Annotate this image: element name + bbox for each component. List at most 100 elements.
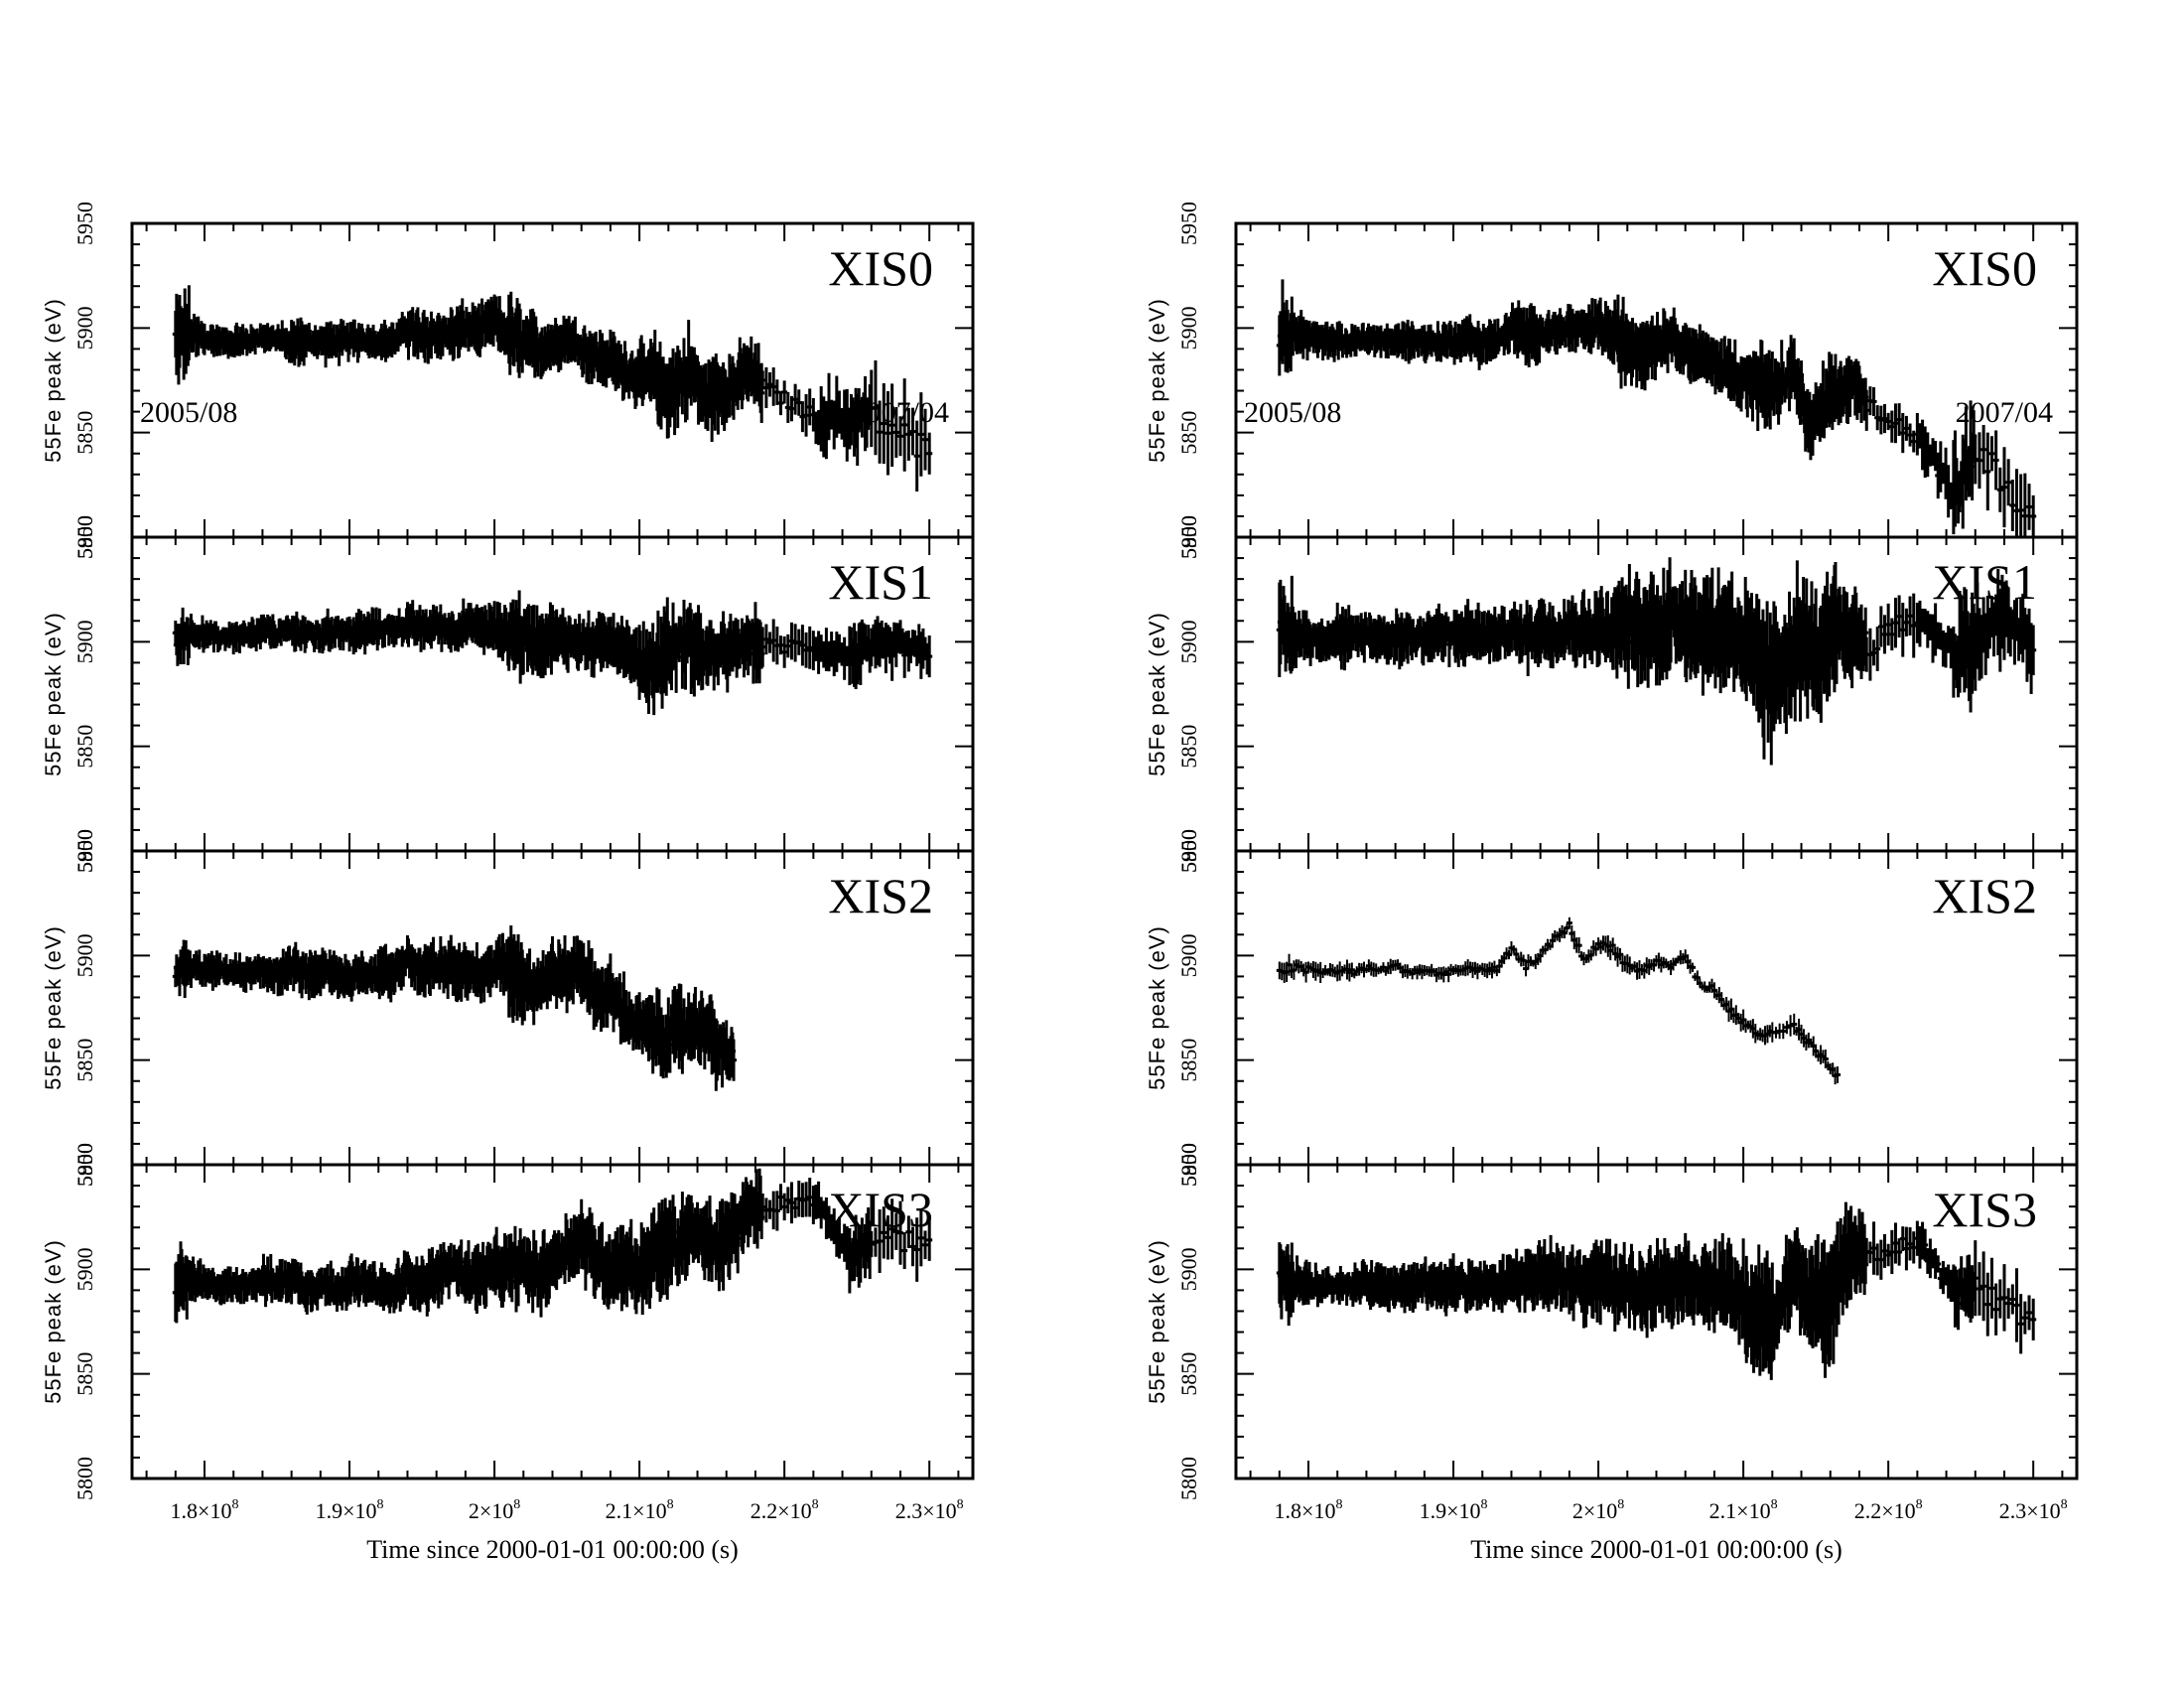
data-point (278, 634, 285, 638)
data-point (913, 454, 920, 458)
data-point (526, 970, 533, 974)
y-axis-label: 55Fe peak (eV) (41, 612, 66, 776)
data-point (684, 1234, 691, 1238)
data-point (653, 1019, 660, 1023)
data-point (926, 654, 933, 658)
data-point (781, 650, 788, 654)
data-point (859, 415, 866, 419)
data-point (856, 649, 863, 653)
data-point (680, 365, 687, 369)
data-point (676, 1025, 683, 1029)
data-point (565, 963, 572, 967)
data-point (530, 628, 537, 632)
data-point (340, 634, 346, 638)
data-point (680, 634, 687, 638)
data-point (826, 405, 833, 409)
data-point (792, 397, 799, 401)
data-point (867, 653, 874, 657)
data-point (677, 1021, 684, 1025)
data-point (549, 630, 556, 633)
data-series (172, 925, 738, 1091)
data-point (879, 637, 886, 641)
y-tick-label: 5850 (72, 1039, 97, 1082)
data-point (885, 431, 891, 435)
data-point (867, 403, 874, 407)
data-point (671, 1230, 678, 1234)
data-point (577, 343, 584, 347)
data-point (806, 405, 813, 409)
data-point (356, 979, 363, 983)
data-point (759, 645, 766, 649)
data-point (901, 423, 908, 427)
data-point (881, 422, 887, 426)
data-point (553, 1262, 560, 1266)
y-tick-label: 5950 (72, 515, 97, 559)
data-point (665, 402, 672, 406)
data-point (857, 412, 864, 416)
data-point (685, 1228, 692, 1232)
data-point (872, 406, 879, 410)
data-point (503, 336, 510, 340)
data-point (673, 656, 680, 660)
data-point (685, 1024, 692, 1028)
data-series (172, 590, 933, 716)
data-point (799, 643, 806, 647)
data-point (632, 649, 639, 653)
y-tick-label: 5800 (72, 1143, 97, 1187)
data-point (901, 653, 908, 657)
data-point (343, 983, 350, 987)
data-point (844, 423, 851, 427)
data-point (911, 641, 918, 645)
data-point (666, 1043, 673, 1047)
data-point (820, 425, 827, 429)
y-tick-label: 5900 (72, 933, 97, 977)
y-axis-label: 55Fe peak (eV) (41, 298, 66, 463)
data-point (640, 1257, 647, 1261)
data-point (922, 646, 929, 650)
data-point (469, 1280, 476, 1284)
data-point (676, 1253, 683, 1257)
data-point (627, 662, 634, 666)
data-point (684, 386, 691, 390)
data-point (725, 1051, 732, 1055)
data-point (831, 423, 838, 427)
data-point (770, 384, 777, 388)
data-point (885, 639, 891, 643)
data-point (680, 1025, 687, 1029)
data-point (857, 651, 864, 655)
data-point (714, 1234, 721, 1238)
data-point (892, 430, 899, 434)
data-point (862, 412, 869, 416)
panel-xis2-left: 5800 5850 5900 5950 55Fe peak (eV) XIS2 (41, 829, 975, 1187)
data-point (865, 412, 872, 416)
data-point (677, 633, 684, 637)
data-point (792, 640, 799, 644)
data-point (913, 648, 920, 652)
data-point (890, 637, 897, 641)
y-tick-label: 5950 (72, 1143, 97, 1187)
data-point (680, 1233, 687, 1237)
data-point (759, 378, 766, 382)
data-point (679, 655, 686, 659)
data-point (172, 631, 179, 634)
data-point (905, 432, 912, 436)
data-point (607, 981, 614, 985)
data-point (564, 983, 571, 987)
data-point (676, 376, 683, 380)
data-point (608, 352, 614, 356)
data-point (579, 1231, 586, 1235)
data-point (364, 1290, 371, 1294)
data-point (784, 405, 791, 409)
data-point (896, 434, 903, 438)
data-point (658, 394, 665, 398)
data-point (836, 410, 843, 414)
data-point (679, 1040, 686, 1044)
data-point (868, 645, 875, 649)
data-point (909, 430, 916, 434)
data-point (818, 646, 825, 650)
panel-name-label: XIS1 (828, 554, 933, 610)
data-point (674, 1018, 681, 1022)
data-point (784, 644, 791, 648)
data-point (682, 654, 689, 658)
data-point (451, 338, 458, 342)
